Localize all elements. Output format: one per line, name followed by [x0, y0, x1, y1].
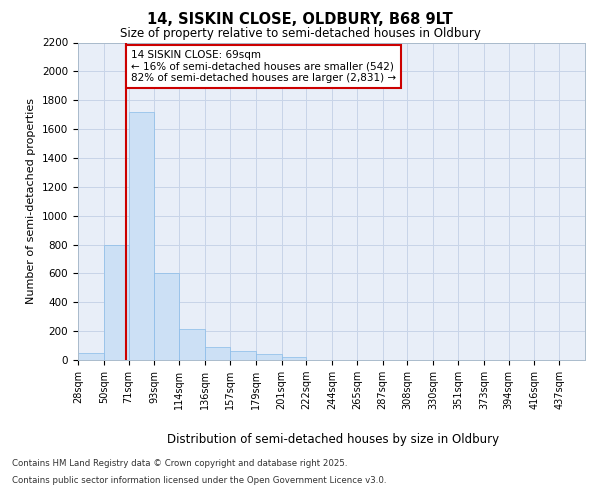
Bar: [104, 244, 128, 360]
Bar: [281, 357, 306, 360]
Bar: [256, 354, 281, 360]
Bar: [154, 274, 179, 360]
Bar: [230, 352, 256, 360]
Text: 14, SISKIN CLOSE, OLDBURY, B68 9LT: 14, SISKIN CLOSE, OLDBURY, B68 9LT: [147, 12, 453, 28]
Text: Distribution of semi-detached houses by size in Oldbury: Distribution of semi-detached houses by …: [167, 432, 499, 446]
Bar: [205, 347, 230, 360]
Bar: [179, 329, 205, 360]
Text: Size of property relative to semi-detached houses in Oldbury: Size of property relative to semi-detach…: [119, 28, 481, 40]
Bar: [78, 353, 104, 360]
Text: 14 SISKIN CLOSE: 69sqm
← 16% of semi-detached houses are smaller (542)
82% of se: 14 SISKIN CLOSE: 69sqm ← 16% of semi-det…: [131, 50, 396, 83]
Bar: [128, 112, 154, 360]
Text: Contains public sector information licensed under the Open Government Licence v3: Contains public sector information licen…: [12, 476, 386, 485]
Text: Contains HM Land Registry data © Crown copyright and database right 2025.: Contains HM Land Registry data © Crown c…: [12, 458, 347, 468]
Y-axis label: Number of semi-detached properties: Number of semi-detached properties: [26, 98, 37, 304]
